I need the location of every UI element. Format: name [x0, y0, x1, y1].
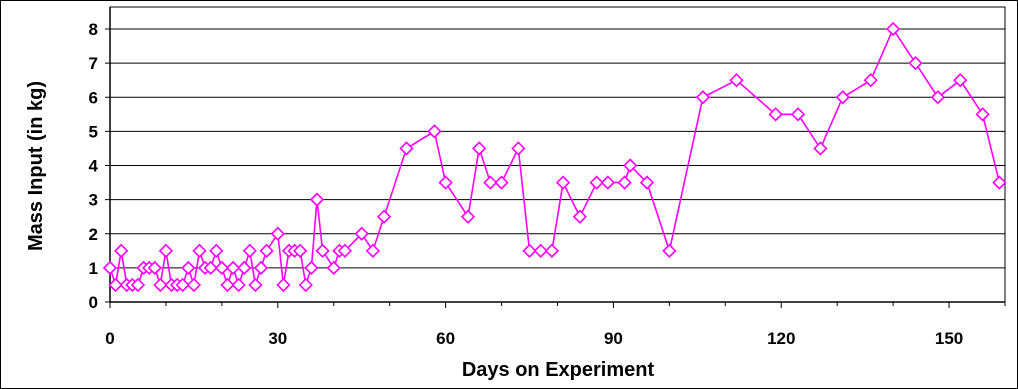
data-point-marker: [953, 73, 968, 88]
data-point-marker: [293, 243, 308, 258]
data-point-marker: [315, 243, 330, 258]
y-tick-label: 0: [89, 293, 98, 312]
data-point-marker: [304, 260, 319, 276]
x-tick-label: 0: [105, 329, 114, 348]
data-point-marker: [555, 175, 571, 190]
data-point-marker: [337, 243, 353, 258]
x-tick-label: 150: [935, 329, 963, 348]
tick-labels: 0 1 2 3 4 5 6 7 8 0 30 60 90 120 150: [89, 20, 964, 348]
data-point-marker: [326, 260, 341, 276]
data-point-marker: [438, 175, 453, 190]
y-tick-label: 3: [89, 191, 98, 210]
x-axis-label: Days on Experiment: [462, 359, 655, 381]
data-point-marker: [835, 90, 850, 105]
data-point-marker: [511, 141, 526, 156]
data-point-marker: [483, 175, 498, 190]
data-point-marker: [147, 260, 162, 276]
data-point-marker: [533, 243, 548, 258]
axes: [105, 6, 1006, 308]
data-point-marker: [248, 277, 263, 293]
data-point-marker: [309, 192, 325, 207]
data-point-marker: [225, 260, 241, 276]
y-tick-label: 2: [89, 225, 98, 244]
data-point-marker: [768, 107, 783, 122]
data-point-marker: [617, 175, 632, 190]
data-point-marker: [790, 107, 806, 122]
data-point-marker: [365, 243, 381, 258]
data-point-marker: [298, 277, 313, 293]
data-point-marker: [639, 175, 655, 190]
x-tick-label: 60: [436, 329, 455, 348]
data-point-marker: [572, 209, 588, 224]
data-point-marker: [175, 277, 190, 293]
data-point-marker: [427, 124, 442, 139]
data-point-marker: [237, 260, 252, 276]
data-point-marker: [695, 90, 711, 105]
y-tick-label: 4: [89, 157, 99, 176]
data-point-marker: [203, 260, 218, 276]
data-point-marker: [114, 243, 129, 258]
data-point-marker: [460, 209, 476, 224]
data-point-marker: [975, 107, 990, 122]
data-point-marker: [589, 175, 604, 190]
data-point-marker: [186, 277, 202, 293]
data-point-marker: [153, 277, 168, 293]
y-tick-label: 6: [89, 88, 98, 107]
data-point-marker: [472, 141, 487, 156]
data-series: [102, 21, 1007, 293]
data-point-marker: [231, 277, 246, 293]
x-tick-label: 30: [268, 329, 287, 348]
y-tick-label: 7: [89, 54, 98, 73]
data-point-marker: [270, 226, 285, 241]
data-point-marker: [399, 141, 414, 156]
x-tick-label: 120: [767, 329, 795, 348]
data-point-marker: [209, 243, 224, 258]
data-point-marker: [662, 243, 677, 258]
x-tick-label: 90: [604, 329, 623, 348]
data-point-marker: [108, 277, 123, 293]
data-point-marker: [813, 141, 828, 156]
data-point-marker: [220, 277, 235, 293]
data-point-marker: [242, 243, 257, 258]
data-point-marker: [158, 243, 174, 258]
data-point-marker: [908, 55, 923, 71]
y-tick-label: 1: [89, 259, 98, 278]
data-point-marker: [130, 277, 146, 293]
data-point-marker: [214, 260, 230, 276]
gridlines: [110, 28, 1005, 269]
data-point-marker: [259, 243, 274, 258]
data-point-marker: [494, 175, 509, 190]
data-point-marker: [885, 21, 901, 37]
data-point-marker: [623, 158, 638, 173]
y-tick-label: 8: [89, 20, 98, 39]
data-point-marker: [930, 90, 946, 105]
data-point-marker: [544, 243, 560, 258]
data-point-marker: [522, 243, 537, 258]
data-point-marker: [600, 175, 615, 190]
data-point-marker: [181, 260, 196, 276]
data-point-marker: [376, 209, 392, 224]
data-point-marker: [192, 243, 207, 258]
y-tick-label: 5: [89, 122, 98, 141]
y-axis-label: Mass Input (in kg): [25, 81, 47, 251]
data-point-marker: [992, 175, 1007, 190]
data-point-marker: [863, 73, 878, 88]
data-point-marker: [253, 260, 269, 276]
data-point-marker: [276, 277, 291, 293]
data-point-marker: [354, 226, 369, 241]
data-point-marker: [729, 73, 744, 88]
data-point-marker: [102, 260, 118, 276]
